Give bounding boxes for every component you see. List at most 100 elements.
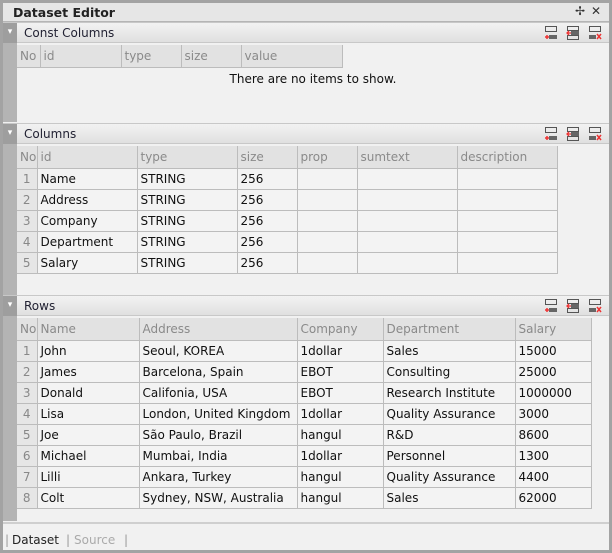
table-cell[interactable]: hangul (297, 466, 384, 488)
table-row[interactable]: 4 Department STRING 256 (17, 231, 558, 253)
table-cell[interactable] (357, 210, 458, 232)
table-cell[interactable] (457, 252, 558, 274)
table-cell[interactable]: John (37, 340, 140, 362)
table-cell[interactable]: London, United Kingdom (139, 403, 298, 425)
table-cell[interactable]: Personnel (383, 445, 516, 467)
table-row[interactable]: 7 Lilli Ankara, Turkey hangul Quality Assura… (17, 466, 592, 488)
row-number[interactable]: 1 (17, 340, 38, 362)
row-number[interactable]: 5 (17, 252, 38, 274)
collapse-toggle[interactable]: ▾ (3, 23, 17, 43)
table-cell[interactable] (457, 210, 558, 232)
table-cell[interactable]: Sales (383, 340, 516, 362)
table-cell[interactable] (457, 189, 558, 211)
table-cell[interactable]: STRING (137, 231, 238, 253)
table-cell[interactable]: 1dollar (297, 445, 384, 467)
table-cell[interactable] (297, 168, 358, 190)
table-row[interactable]: 3 Donald Califonia, USA EBOT Research Instit… (17, 382, 592, 404)
table-cell[interactable]: 62000 (515, 487, 592, 509)
add-row-icon[interactable] (544, 299, 558, 313)
table-cell[interactable] (357, 189, 458, 211)
table-row[interactable]: 3 Company STRING 256 (17, 210, 558, 232)
table-row[interactable]: 8 Colt Sydney, NSW, Australia hangul Sales 62… (17, 487, 592, 509)
table-cell[interactable]: 256 (237, 231, 298, 253)
table-row[interactable]: 1 Name STRING 256 (17, 168, 558, 190)
table-cell[interactable]: Quality Assurance (383, 403, 516, 425)
column-header[interactable]: Salary (515, 318, 592, 341)
column-header[interactable]: description (457, 146, 558, 169)
table-cell[interactable]: Consulting (383, 361, 516, 383)
collapse-toggle[interactable]: ▾ (3, 296, 17, 316)
table-cell[interactable]: STRING (137, 189, 238, 211)
column-header[interactable]: Address (139, 318, 298, 341)
row-number[interactable]: 6 (17, 445, 38, 467)
table-cell[interactable]: 256 (237, 168, 298, 190)
column-header[interactable]: prop (297, 146, 358, 169)
row-number[interactable]: 2 (17, 189, 38, 211)
table-row[interactable]: 5 Salary STRING 256 (17, 252, 558, 274)
table-cell[interactable] (297, 231, 358, 253)
table-cell[interactable]: Quality Assurance (383, 466, 516, 488)
column-header[interactable]: size (237, 146, 298, 169)
table-cell[interactable] (457, 168, 558, 190)
row-number[interactable]: 1 (17, 168, 38, 190)
insert-row-icon[interactable] (566, 299, 580, 313)
column-header[interactable]: id (40, 45, 122, 68)
table-cell[interactable]: Mumbai, India (139, 445, 298, 467)
table-cell[interactable] (457, 231, 558, 253)
row-number[interactable]: 7 (17, 466, 38, 488)
table-cell[interactable]: 1000000 (515, 382, 592, 404)
row-number[interactable]: 3 (17, 210, 38, 232)
table-cell[interactable]: R&D (383, 424, 516, 446)
column-header[interactable]: Name (37, 318, 140, 341)
table-cell[interactable]: Salary (37, 252, 138, 274)
column-header[interactable]: No (17, 318, 38, 341)
table-cell[interactable]: STRING (137, 252, 238, 274)
delete-row-icon[interactable] (588, 26, 602, 40)
table-row[interactable]: 5 Joe São Paulo, Brazil hangul R&D 8600 (17, 424, 592, 446)
row-number[interactable]: 8 (17, 487, 38, 509)
row-number[interactable]: 5 (17, 424, 38, 446)
column-header[interactable]: type (137, 146, 238, 169)
table-cell[interactable]: Address (37, 189, 138, 211)
tab-source[interactable]: Source (74, 533, 116, 547)
table-cell[interactable]: 1dollar (297, 403, 384, 425)
table-cell[interactable]: Company (37, 210, 138, 232)
table-cell[interactable]: 25000 (515, 361, 592, 383)
row-number[interactable]: 4 (17, 403, 38, 425)
column-header[interactable]: Department (383, 318, 516, 341)
row-number[interactable]: 4 (17, 231, 38, 253)
column-header[interactable]: id (37, 146, 138, 169)
column-header[interactable]: value (241, 45, 343, 68)
row-number[interactable]: 2 (17, 361, 38, 383)
table-cell[interactable]: Donald (37, 382, 140, 404)
table-cell[interactable]: 15000 (515, 340, 592, 362)
table-row[interactable]: 2 James Barcelona, Spain EBOT Consulting 2500… (17, 361, 592, 383)
table-cell[interactable]: STRING (137, 168, 238, 190)
table-cell[interactable]: Name (37, 168, 138, 190)
insert-row-icon[interactable] (566, 127, 580, 141)
table-cell[interactable]: Sydney, NSW, Australia (139, 487, 298, 509)
tab-dataset[interactable]: Dataset (12, 533, 59, 547)
table-cell[interactable] (297, 252, 358, 274)
table-cell[interactable]: hangul (297, 424, 384, 446)
column-header[interactable]: sumtext (357, 146, 458, 169)
table-cell[interactable]: São Paulo, Brazil (139, 424, 298, 446)
table-cell[interactable]: 8600 (515, 424, 592, 446)
delete-row-icon[interactable] (588, 299, 602, 313)
table-cell[interactable]: Seoul, KOREA (139, 340, 298, 362)
table-cell[interactable]: James (37, 361, 140, 383)
table-cell[interactable] (297, 210, 358, 232)
close-icon[interactable]: ✕ (591, 4, 602, 18)
insert-row-icon[interactable] (566, 26, 580, 40)
table-cell[interactable] (357, 231, 458, 253)
table-cell[interactable]: Joe (37, 424, 140, 446)
table-row[interactable]: 2 Address STRING 256 (17, 189, 558, 211)
table-cell[interactable]: 256 (237, 210, 298, 232)
table-cell[interactable]: Sales (383, 487, 516, 509)
table-cell[interactable]: Lisa (37, 403, 140, 425)
column-header[interactable]: size (181, 45, 242, 68)
table-cell[interactable]: Barcelona, Spain (139, 361, 298, 383)
table-cell[interactable]: Research Institute (383, 382, 516, 404)
table-cell[interactable]: 256 (237, 252, 298, 274)
table-cell[interactable]: 3000 (515, 403, 592, 425)
